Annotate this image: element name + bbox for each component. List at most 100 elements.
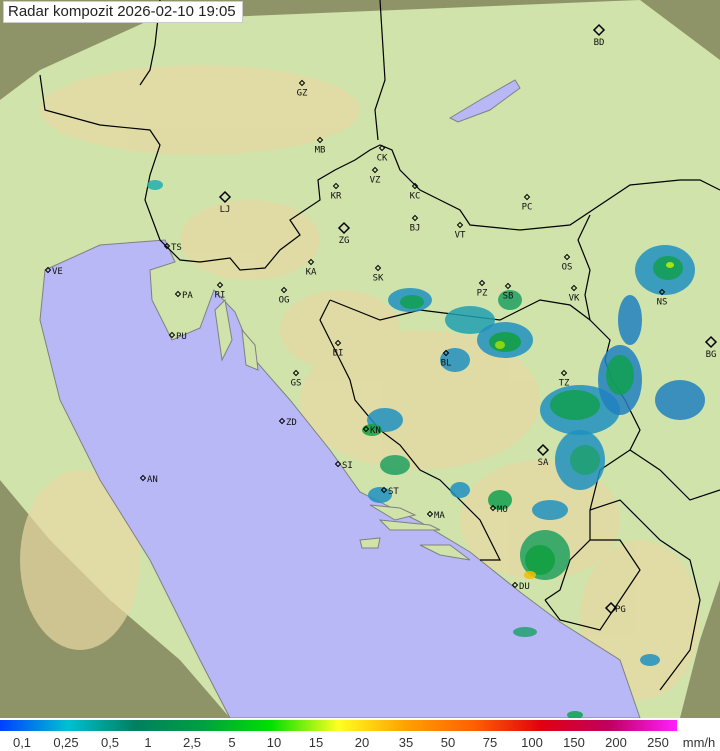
city-label: TS <box>171 243 182 253</box>
legend-label: 100 <box>521 735 543 750</box>
city-marker-icon <box>704 335 718 349</box>
city-an[interactable]: AN <box>139 474 158 485</box>
radar-echo <box>524 571 536 579</box>
map-title: Radar kompozit 2026-02-10 19:05 <box>3 1 243 23</box>
legend-unit: mm/h <box>682 735 716 750</box>
city-os[interactable]: OS <box>562 253 573 273</box>
city-label: PC <box>522 203 533 213</box>
city-marker-icon <box>560 369 568 377</box>
city-label: KC <box>410 192 421 202</box>
city-ma[interactable]: MA <box>426 510 446 521</box>
legend-label: 50 <box>440 735 456 750</box>
city-sb[interactable]: SB <box>503 282 514 302</box>
city-label: CK <box>377 154 388 164</box>
city-sk[interactable]: SK <box>373 264 384 284</box>
city-gs[interactable]: GS <box>291 369 302 389</box>
city-label: SB <box>503 292 514 302</box>
city-st[interactable]: ST <box>380 486 400 497</box>
city-du[interactable]: DU <box>511 581 530 592</box>
legend-label: 15 <box>308 735 324 750</box>
radar-echo <box>513 627 537 637</box>
city-ts[interactable]: TS <box>163 242 182 253</box>
city-marker-icon <box>374 264 382 272</box>
city-marker-icon <box>371 166 379 174</box>
city-ck[interactable]: CK <box>377 144 388 164</box>
city-label: PZ <box>477 289 488 299</box>
city-marker-icon <box>456 221 464 229</box>
city-label: BG <box>706 350 717 360</box>
city-marker-icon <box>334 339 342 347</box>
city-kn[interactable]: KN <box>362 425 381 436</box>
city-tz[interactable]: TZ <box>559 369 570 389</box>
city-sa[interactable]: SA <box>536 443 550 468</box>
city-bd[interactable]: BD <box>592 23 606 48</box>
lake-balaton <box>448 79 521 123</box>
city-bi[interactable]: BI <box>333 339 344 359</box>
city-bj[interactable]: BJ <box>410 214 421 234</box>
city-marker-icon <box>218 190 232 204</box>
legend-label: 1 <box>144 735 152 750</box>
city-marker-icon <box>380 486 388 494</box>
city-og[interactable]: OG <box>279 286 290 306</box>
city-label: SK <box>373 274 384 284</box>
city-ns[interactable]: NS <box>657 288 668 308</box>
city-gz[interactable]: GZ <box>297 79 308 99</box>
city-marker-icon <box>163 242 171 250</box>
city-vt[interactable]: VT <box>455 221 466 241</box>
city-marker-icon <box>563 253 571 261</box>
city-pa[interactable]: PA <box>174 290 194 301</box>
city-marker-icon <box>174 290 182 298</box>
city-marker-icon <box>298 79 306 87</box>
city-zg[interactable]: ZG <box>337 221 351 246</box>
city-zd[interactable]: ZD <box>278 417 297 428</box>
city-vz[interactable]: VZ <box>370 166 381 186</box>
city-marker-icon <box>442 349 450 357</box>
city-mo[interactable]: MO <box>489 504 508 515</box>
city-label: TZ <box>559 379 570 389</box>
radar-echo <box>532 500 568 520</box>
radar-echo <box>498 290 522 310</box>
city-pu[interactable]: PU <box>168 331 187 342</box>
city-marker-icon <box>378 144 386 152</box>
city-marker-icon <box>334 460 342 468</box>
city-marker-icon <box>139 474 147 482</box>
radar-echo <box>445 306 495 334</box>
city-markers: GZ BD MB CK VZ KR KC PC LJ ZG BJ VT TS VE RI KA SK OS PZ SB… <box>44 23 718 615</box>
city-pc[interactable]: PC <box>522 193 533 213</box>
city-label: KR <box>331 192 342 202</box>
city-bg[interactable]: BG <box>704 335 718 360</box>
city-label: PA <box>182 291 193 301</box>
city-mb[interactable]: MB <box>315 136 326 156</box>
city-kc[interactable]: KC <box>410 182 421 202</box>
city-si[interactable]: SI <box>334 460 353 471</box>
city-ri[interactable]: RI <box>215 281 226 301</box>
city-marker-icon <box>362 425 370 433</box>
city-label: BI <box>333 349 344 359</box>
city-lj[interactable]: LJ <box>218 190 232 215</box>
city-ve[interactable]: VE <box>44 266 63 277</box>
radar-echo <box>618 295 642 345</box>
radar-echo <box>525 545 555 575</box>
city-label: MA <box>434 511 445 521</box>
city-label: KN <box>370 426 381 436</box>
city-marker-icon <box>168 331 176 339</box>
city-label: KA <box>306 268 317 278</box>
city-ka[interactable]: KA <box>306 258 317 278</box>
radar-map[interactable]: GZ BD MB CK VZ KR KC PC LJ ZG BJ VT TS VE RI KA SK OS PZ SB… <box>0 0 720 718</box>
city-vk[interactable]: VK <box>569 284 580 304</box>
legend-label: 35 <box>398 735 414 750</box>
city-pg[interactable]: PG <box>604 601 626 615</box>
city-kr[interactable]: KR <box>331 182 342 202</box>
legend-label: 250 <box>647 735 669 750</box>
city-marker-icon <box>570 284 578 292</box>
radar-echo <box>380 455 410 475</box>
city-label: ZD <box>286 418 297 428</box>
city-marker-icon <box>292 369 300 377</box>
city-marker-icon <box>592 23 606 37</box>
radar-echo <box>640 654 660 666</box>
city-bl[interactable]: BL <box>441 349 452 369</box>
city-marker-icon <box>411 182 419 190</box>
city-pz[interactable]: PZ <box>477 279 488 299</box>
city-label: ZG <box>339 236 350 246</box>
radar-echo <box>550 390 600 420</box>
